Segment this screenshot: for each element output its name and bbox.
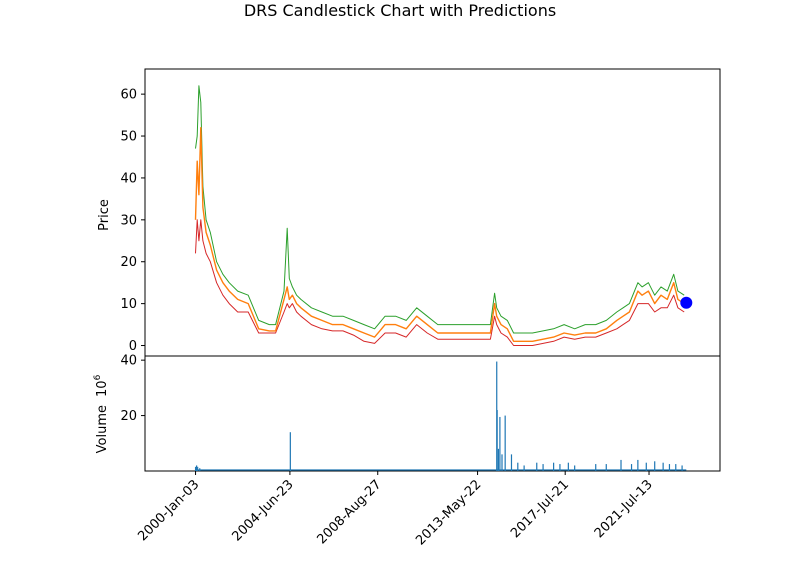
volume-bar <box>630 464 633 471</box>
price-panel: 0 10 20 30 40 50 60 Price <box>97 68 721 357</box>
volume-bar <box>501 454 503 471</box>
volume-bar <box>645 462 647 471</box>
volume-y-label-text: Volume <box>95 405 110 453</box>
price-y-tick-label: 0 <box>129 339 137 354</box>
x-tick-label: 2008-Aug-27 <box>314 477 384 547</box>
volume-bar <box>637 459 639 471</box>
x-tick-label: 2004-Jun-23 <box>230 477 297 544</box>
price-close-line <box>194 126 685 342</box>
price-y-tick-label: 50 <box>120 130 137 145</box>
price-low-line <box>195 219 685 346</box>
volume-bar <box>197 466 199 471</box>
volume-bar <box>497 448 500 471</box>
price-y-tick-label: 30 <box>120 213 137 228</box>
x-tick-label: 2000-Jan-03 <box>135 477 202 544</box>
price-y-tick-label: 60 <box>120 88 137 103</box>
x-tick-label: 2013-May-22 <box>413 477 484 548</box>
price-y-tick-label: 10 <box>120 297 137 312</box>
volume-y-tick-label: 40 <box>120 354 137 369</box>
volume-bar <box>517 462 519 471</box>
volume-bar <box>536 462 538 471</box>
volume-bar <box>654 461 656 471</box>
volume-y-tick-label: 20 <box>120 409 137 424</box>
volume-bar <box>595 464 597 471</box>
volume-bar <box>510 454 513 471</box>
volume-bar <box>553 462 555 471</box>
price-y-tick-label: 40 <box>120 171 137 186</box>
volume-panel-frame <box>144 355 721 472</box>
price-panel-frame <box>144 68 721 357</box>
volume-bar <box>567 462 569 471</box>
volume-bar <box>523 465 525 471</box>
volume-bar <box>196 465 198 471</box>
volume-y-label: Volume 106 <box>93 374 110 453</box>
price-y-tick-label: 20 <box>120 255 137 270</box>
volume-y-label-exponent: 6 <box>93 374 103 380</box>
volume-bar <box>620 459 622 471</box>
volume-bar <box>499 416 501 471</box>
price-series <box>194 85 693 346</box>
volume-bar <box>496 410 498 471</box>
volume-bar <box>605 464 607 471</box>
volume-bar <box>542 464 544 471</box>
volume-bar <box>559 464 561 471</box>
volume-bar <box>681 465 683 471</box>
volume-bar <box>194 466 197 471</box>
volume-bar <box>504 415 506 471</box>
x-tick-label: 2021-Jul-13 <box>592 477 656 541</box>
x-axis: 2000-Jan-03 2004-Jun-23 2008-Aug-27 2013-Ma… <box>135 471 656 548</box>
volume-bars <box>194 361 687 471</box>
volume-bar <box>289 432 291 471</box>
volume-y-label-base: 10 <box>95 380 110 397</box>
prediction-marker <box>680 296 693 309</box>
x-tick-label: 2017-Jul-21 <box>508 477 572 541</box>
volume-bar <box>668 464 671 471</box>
volume-bar <box>574 465 576 471</box>
volume-bar <box>662 462 664 471</box>
chart-title: DRS Candlestick Chart with Predictions <box>244 1 556 20</box>
price-y-ticks: 0 10 20 30 40 50 60 <box>120 88 145 354</box>
price-high-line <box>195 85 685 334</box>
volume-bar <box>675 464 677 471</box>
price-y-label: Price <box>97 199 112 231</box>
